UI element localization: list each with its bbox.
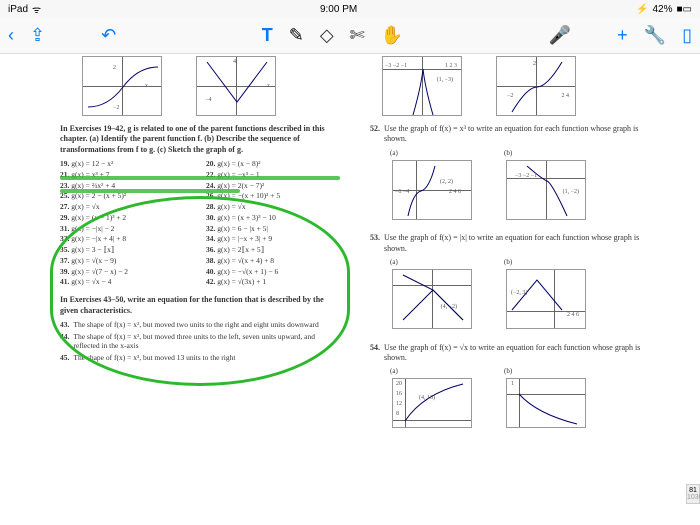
bookmark-button[interactable]: ▯ [682, 25, 692, 46]
graph-54a: 20 16 12 8 (4, 16) [392, 378, 472, 428]
graph-52b: (1, −2) −3 −2 −1 [506, 160, 586, 220]
graph-53a: (4, −2) [392, 269, 472, 329]
status-bar: iPad ᯤ 9:00 PM ⚡ 42% ■▭ [0, 0, 700, 18]
graph-parent-2: 4 x −4 [196, 56, 276, 116]
hand-tool[interactable]: ✋ [381, 25, 403, 46]
ex-43: The shape of f(x) = x², but moved two un… [73, 320, 318, 330]
device-label: iPad [8, 4, 28, 15]
side-tab[interactable]: 81 1036 [686, 484, 700, 504]
document-page[interactable]: 2 x −2 4 x −4 In Exercises 19–42, g is r… [0, 54, 700, 525]
share-button[interactable]: ⇪ [30, 25, 45, 46]
q54: Use the graph of f(x) = √x to write an e… [384, 343, 660, 364]
ex-44: The shape of f(x) = x², but moved three … [73, 332, 340, 352]
instructions-43-50: In Exercises 43–50, write an equation fo… [60, 295, 340, 316]
toolbar: ‹ ⇪ ↶ T ✎ ◇ ✄ ✋ 🎤 + 🔧 ▯ [0, 18, 700, 54]
graph-51b: 2 −2 2 4 [496, 56, 576, 116]
graph-51a: −3 −2 −1 1 2 3 (1, −3) [382, 56, 462, 116]
graph-parent-1: 2 x −2 [82, 56, 162, 116]
bluetooth-icon: ⚡ [636, 4, 648, 15]
exercise-list: 19. g(x) = 12 − x²20. g(x) = (x − 8)² 21… [60, 159, 340, 287]
tools-button[interactable]: 🔧 [644, 25, 666, 46]
wifi-icon: ᯤ [32, 2, 41, 16]
add-button[interactable]: + [617, 25, 628, 46]
text-tool[interactable]: T [262, 25, 273, 46]
q52: Use the graph of f(x) = x³ to write an e… [384, 124, 660, 145]
back-button[interactable]: ‹ [8, 25, 14, 46]
battery-icon: ■▭ [677, 4, 693, 15]
undo-button[interactable]: ↶ [101, 25, 116, 46]
eraser-tool[interactable]: ◇ [320, 25, 334, 46]
graph-54b: 1 [506, 378, 586, 428]
scissors-tool[interactable]: ✄ [350, 25, 365, 46]
instructions-19-42: In Exercises 19–42, g is related to one … [60, 124, 340, 155]
graph-52a: (2, 2) −6 −4 2 4 6 [392, 160, 472, 220]
ex-45: The shape of f(x) = x³, but moved 13 uni… [73, 353, 235, 363]
clock: 9:00 PM [320, 4, 357, 15]
mic-button[interactable]: 🎤 [549, 25, 571, 46]
battery-pct: 42% [652, 4, 672, 15]
pen-tool[interactable]: ✎ [289, 25, 304, 46]
q53: Use the graph of f(x) = |x| to write an … [384, 233, 660, 254]
graph-53b: (−2, 3) 2 4 6 [506, 269, 586, 329]
